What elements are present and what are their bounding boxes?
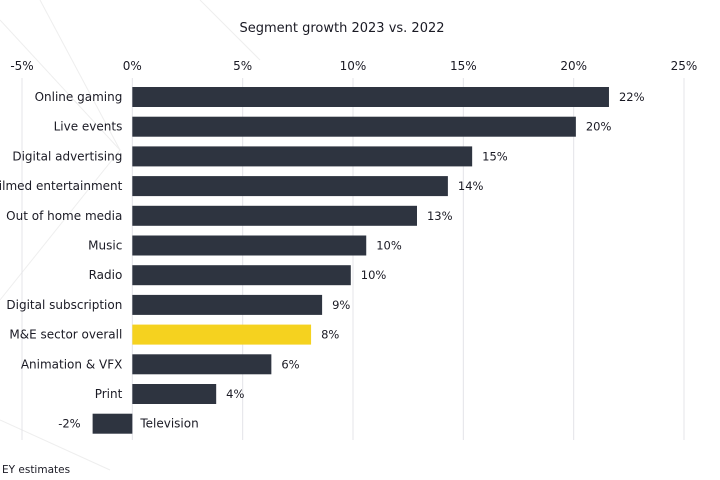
data-label: 8% (321, 328, 339, 342)
x-tick-label: 25% (671, 59, 698, 73)
category-label: M&E sector overall (9, 328, 122, 342)
data-label: 22% (619, 90, 645, 104)
gridlines (21, 78, 685, 440)
background-decoration (0, 0, 261, 471)
bar (132, 354, 272, 375)
bar (132, 205, 417, 226)
data-label: 15% (482, 149, 508, 163)
category-label: Live events (54, 120, 123, 134)
x-tick-label: 0% (123, 59, 142, 73)
x-tick-label: 5% (233, 59, 252, 73)
data-label: 9% (332, 298, 350, 312)
bars (92, 87, 609, 434)
data-label: -2% (58, 417, 80, 431)
x-axis-ticks: -5% 0% 5% 10% 15% 20% 25% (10, 59, 697, 73)
bar (132, 87, 609, 107)
category-labels: Online gaming Live events Digital advertis… (0, 90, 199, 431)
data-label: 10% (376, 239, 402, 253)
category-label: Filmed entertainment (0, 179, 123, 193)
bar (132, 235, 367, 256)
bar (92, 413, 133, 434)
category-label: Radio (89, 268, 123, 282)
category-label: Print (95, 387, 123, 401)
source-note: EY estimates (2, 464, 71, 476)
bar (132, 384, 217, 404)
x-tick-label: 20% (560, 59, 587, 73)
data-label: 13% (427, 209, 453, 223)
bar (132, 324, 312, 345)
x-tick-label: 15% (450, 59, 477, 73)
data-labels: 22% 20% 15% 14% 13% 10% 10% 9% 8% 6% 4% -2% (58, 90, 644, 431)
category-label: Television (139, 417, 198, 431)
category-label: Animation & VFX (21, 357, 123, 371)
bar (132, 176, 448, 197)
bar (132, 116, 576, 137)
category-label: Music (88, 239, 122, 253)
category-label: Digital advertising (12, 149, 122, 163)
x-tick-label: 10% (340, 59, 367, 73)
category-label: Digital subscription (6, 298, 122, 312)
bar (132, 146, 473, 167)
category-label: Out of home media (6, 209, 122, 223)
data-label: 4% (226, 387, 244, 401)
data-label: 14% (458, 179, 484, 193)
data-label: 10% (361, 268, 387, 282)
x-tick-label: -5% (10, 59, 33, 73)
category-label: Online gaming (35, 90, 123, 104)
bar (132, 265, 351, 286)
data-label: 6% (281, 357, 299, 371)
data-label: 20% (586, 120, 612, 134)
bar (132, 294, 323, 315)
chart-title: Segment growth 2023 vs. 2022 (239, 21, 444, 36)
